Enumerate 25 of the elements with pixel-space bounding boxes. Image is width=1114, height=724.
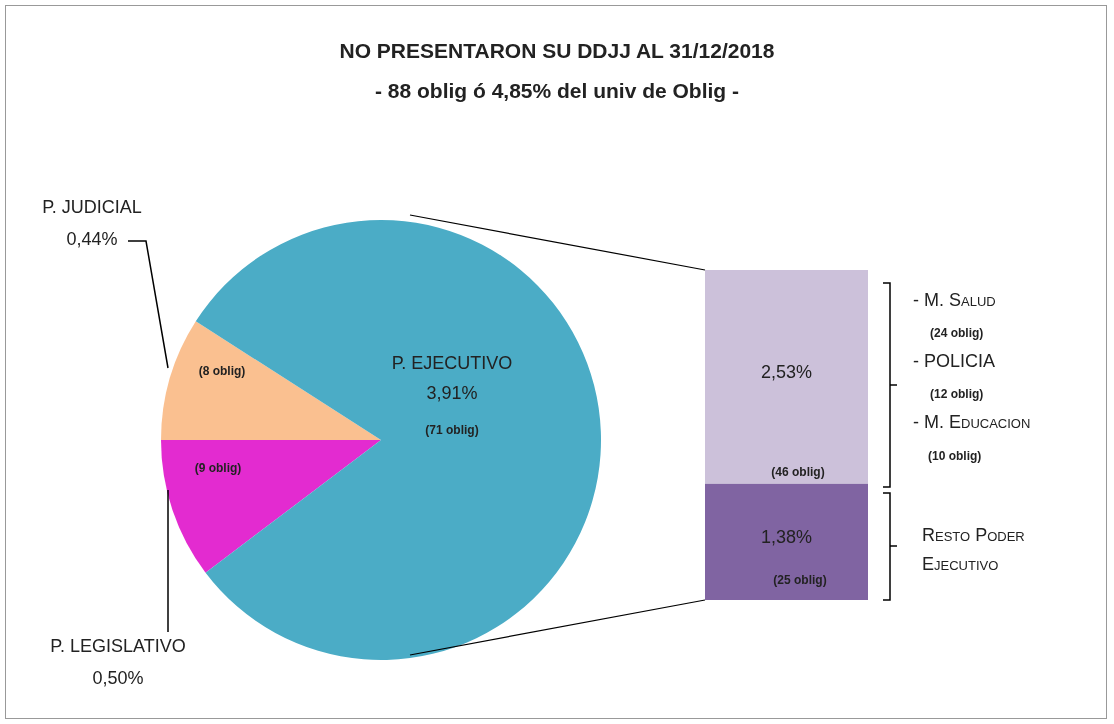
text: - M. Educacion [913, 412, 1031, 432]
text: - M. Salud [913, 290, 996, 310]
chart-subtitle: - 88 oblig ó 4,85% del univ de Oblig - [374, 79, 740, 102]
text: Resto Poder Ejecutivo [922, 525, 1025, 574]
pie-slice [161, 321, 381, 440]
pie-slice [195, 220, 601, 660]
text: (9 oblig) [194, 461, 242, 475]
slice-label: P. LEGISLATIVO [50, 636, 186, 656]
chart-title: NO PRESENTARON SU DDJJ AL 31/12/2018 [339, 39, 775, 62]
data-label: 1,38% [760, 526, 813, 547]
slice-label: P. JUDICIAL [42, 197, 142, 217]
slice-label: P. EJECUTIVO [391, 353, 513, 373]
data-label: 0,44% [66, 229, 118, 249]
text: (71 oblig) [425, 423, 479, 437]
data-label: 3,91% [426, 383, 478, 403]
text: (8 oblig) [198, 364, 246, 378]
text: (10 oblig) [928, 449, 982, 463]
data-label: 0,50% [92, 668, 144, 688]
pie-slice [161, 440, 381, 573]
text: (12 oblig) [930, 387, 984, 401]
text: - POLICIA [913, 351, 996, 371]
annotation: (46 oblig) [771, 465, 825, 479]
data-label: 2,53% [760, 361, 813, 382]
text: (24 oblig) [930, 326, 984, 340]
annotation: (25 oblig) [773, 573, 827, 587]
